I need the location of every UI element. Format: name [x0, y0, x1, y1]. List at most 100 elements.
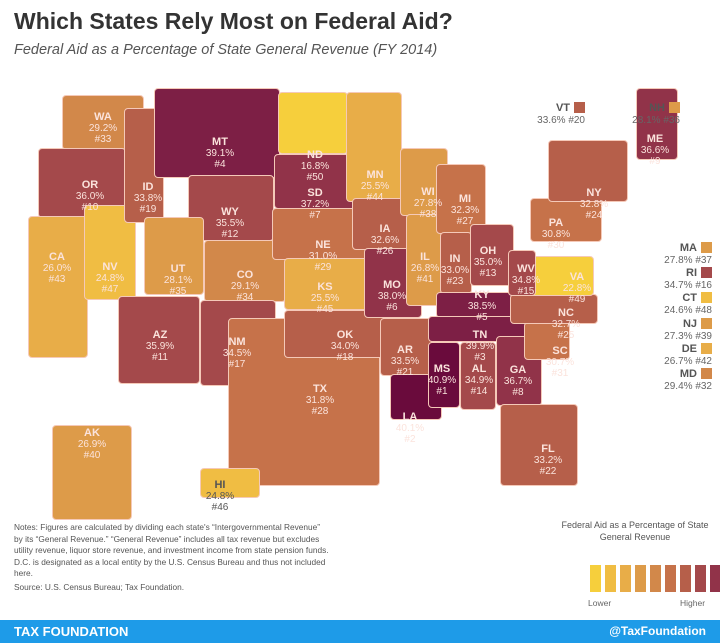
state-rank: #23 [446, 276, 464, 287]
state-me [636, 88, 678, 160]
state-rank: #6 [386, 302, 398, 313]
color-swatch [669, 102, 680, 113]
state-value: 35.0% [473, 257, 503, 268]
state-rank: #39 [695, 331, 712, 342]
state-abbr: OK [336, 329, 354, 341]
state-rank: #9 [649, 156, 661, 167]
state-label-ga: GA 36.7% #8 [504, 365, 532, 399]
state-label-mt: MT 39.1% #4 [206, 137, 234, 171]
state-rank: #33 [94, 134, 112, 145]
small-state-de: DE 26.7% #42 [664, 343, 712, 368]
state-rank: #47 [101, 284, 119, 295]
state-abbr: MS [433, 363, 451, 375]
state-value: 25.5% [360, 181, 390, 192]
legend-swatch-2 [605, 565, 616, 592]
small-state-nh: NH 28.1% #36 [632, 102, 680, 127]
state-rank: #48 [695, 305, 712, 316]
state-value: 31.0% [308, 251, 338, 262]
state-rank: #7 [309, 210, 321, 221]
state-rank: #21 [396, 367, 414, 378]
state-abbr: NM [228, 336, 246, 348]
state-rank: #45 [316, 304, 334, 315]
state-abbr: CO [236, 269, 254, 281]
state-ar [380, 318, 432, 376]
state-value: 33.5% [390, 356, 420, 367]
state-rank: #4 [214, 159, 226, 170]
state-abbr: NH [649, 102, 665, 114]
state-value: 30.7% [545, 357, 575, 368]
state-rank: #26 [376, 246, 394, 257]
legend-swatch-9 [710, 565, 720, 592]
state-value: 22.8% [562, 283, 592, 294]
state-rank: #5 [476, 312, 488, 323]
state-abbr: IA [379, 223, 391, 235]
legend-swatch-5 [650, 565, 661, 592]
state-label-va: VA 22.8% #49 [562, 272, 592, 306]
state-rank: #43 [48, 274, 66, 285]
state-label-sc: SC 30.7% #31 [545, 346, 575, 380]
state-label-ca: CA 26.0% #43 [43, 252, 71, 286]
state-value: 30.8% [541, 229, 571, 240]
state-abbr: WA [94, 111, 112, 123]
legend-high-label: Higher [680, 598, 706, 608]
color-swatch [701, 368, 712, 379]
state-value: 34.9% [464, 375, 494, 386]
state-label-pa: PA 30.8% #30 [541, 218, 571, 252]
state-abbr: MI [458, 193, 472, 205]
state-abbr: ND [307, 149, 323, 161]
state-abbr: CT [682, 292, 697, 304]
state-label-wv: WV 34.8% #15 [511, 264, 541, 298]
state-abbr: IN [449, 253, 461, 265]
state-hi [200, 468, 260, 498]
state-rank: #13 [479, 268, 497, 279]
state-ut [144, 217, 204, 295]
state-rank: #37 [695, 255, 712, 266]
state-rank: #38 [419, 209, 437, 220]
state-abbr: DE [681, 343, 697, 355]
state-abbr: UT [170, 263, 186, 275]
state-rank: #46 [211, 502, 229, 513]
state-rank: #17 [228, 359, 246, 370]
state-abbr: AK [84, 427, 100, 439]
state-value: 40.1% [395, 423, 425, 434]
state-abbr: AL [471, 363, 487, 375]
page-title: Which States Rely Most on Federal Aid? [14, 8, 453, 34]
state-label-mi: MI 32.3% #27 [451, 193, 479, 228]
state-rank: #16 [695, 280, 712, 291]
state-label-nc: NC 32.7% #25 [552, 308, 580, 342]
state-label-tx: TX 31.8% #28 [306, 384, 334, 418]
state-rank: #1 [436, 386, 448, 397]
state-rank: #30 [547, 240, 565, 251]
state-value: 35.5% [215, 218, 245, 229]
state-al [460, 342, 496, 410]
state-wv [508, 250, 536, 296]
small-state-vt: VT 33.6% #20 [537, 102, 585, 127]
state-rank: #29 [314, 262, 332, 273]
footer-handle[interactable]: @TaxFoundation [609, 624, 706, 638]
state-value: 28.1% [632, 115, 661, 126]
state-mi [436, 164, 486, 234]
state-value: 34.8% [511, 275, 541, 286]
state-value: 29.1% [230, 281, 260, 292]
legend-swatch-4 [635, 565, 646, 592]
state-value: 24.6% [664, 305, 693, 316]
state-rank: #27 [456, 216, 474, 227]
state-abbr: FL [541, 443, 555, 455]
state-abbr: SD [307, 187, 323, 199]
notes: Notes: Figures are calculated by dividin… [14, 522, 329, 578]
state-value: 33.0% [440, 265, 470, 276]
state-abbr: AZ [152, 329, 168, 341]
state-nd [278, 92, 348, 154]
state-label-oh: OH 35.0% #13 [473, 246, 503, 280]
state-label-ar: AR 33.5% #21 [390, 345, 420, 379]
state-label-nm: NM 34.5% #17 [223, 336, 251, 371]
state-abbr: RI [686, 267, 697, 279]
color-swatch [701, 267, 712, 278]
state-value: 27.8% [413, 198, 443, 209]
state-fl [500, 404, 578, 486]
state-rank: #15 [517, 286, 535, 297]
state-ok [284, 310, 384, 358]
state-label-id: ID 33.8% #19 [134, 182, 162, 216]
state-value: 37.2% [300, 199, 330, 210]
